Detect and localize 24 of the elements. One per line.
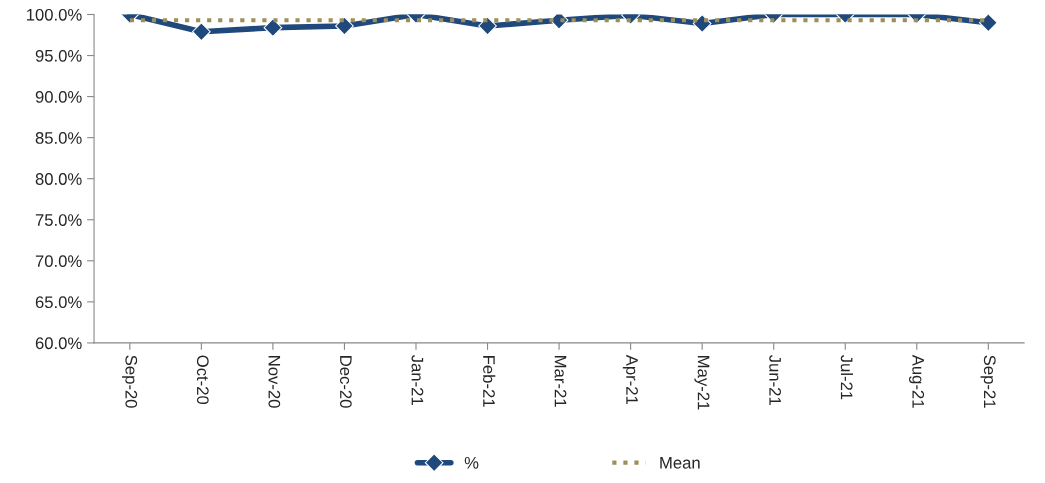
y-tick-label: 85.0% xyxy=(35,132,82,144)
y-tick-label: 75.0% xyxy=(35,214,82,226)
y-tick-label: 80.0% xyxy=(35,173,82,185)
y-tick-label: 95.0% xyxy=(35,49,82,62)
x-tick-label: Feb-21 xyxy=(483,356,496,407)
x-tick-label: Jan-21 xyxy=(411,355,424,405)
x-tick-label: Aug-21 xyxy=(909,354,925,408)
x-tick-label: Jun-21 xyxy=(769,355,782,405)
x-tick-label: Oct-20 xyxy=(196,355,209,405)
y-tick-label: 65.0% xyxy=(35,296,82,309)
legend-label: % xyxy=(464,456,479,469)
x-tick-label: Sep-21 xyxy=(980,355,996,408)
y-tick-label: 70.0% xyxy=(35,255,82,268)
y-tick-label: 90.0% xyxy=(35,91,82,103)
x-tick-label: Dec-20 xyxy=(339,356,352,408)
x-tick-label: Apr-21 xyxy=(622,354,638,404)
x-tick-label: Nov-20 xyxy=(268,356,281,408)
y-tick-label: 60.0% xyxy=(35,337,82,350)
y-tick-label: 100.0% xyxy=(26,8,82,21)
x-tick-label: May-21 xyxy=(694,356,710,410)
x-tick-label: Mar-21 xyxy=(554,356,567,407)
x-tick-label: Sep-20 xyxy=(122,355,138,408)
legend-label: Mean xyxy=(660,457,700,469)
x-tick-label: Jul-21 xyxy=(840,355,854,400)
